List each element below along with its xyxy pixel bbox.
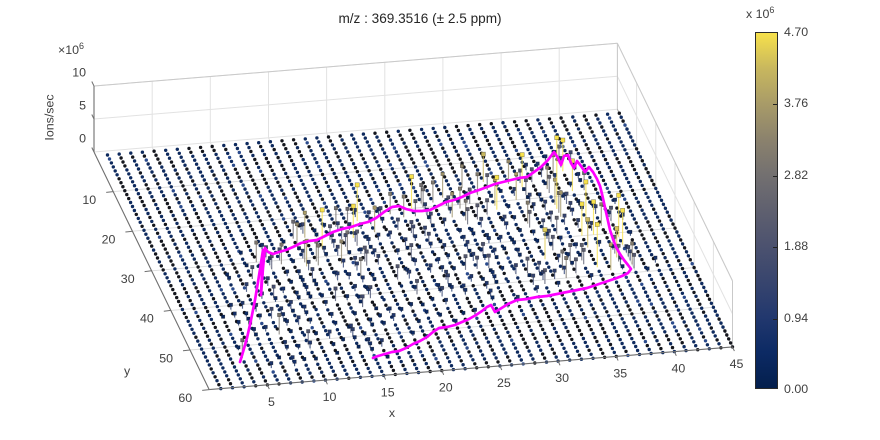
- colorbar-exponent-label: x 106: [746, 5, 775, 22]
- colorbar-tick-label: 2.82: [784, 167, 809, 182]
- svg-text:25: 25: [497, 376, 511, 390]
- svg-text:5: 5: [79, 98, 86, 112]
- colorbar-tick-label: 4.70: [784, 25, 809, 39]
- svg-text:50: 50: [159, 351, 173, 365]
- colorbar-tick-mark: [773, 318, 777, 320]
- colorbar-tick-mark: [773, 104, 777, 106]
- svg-text:10: 10: [323, 390, 337, 404]
- colorbar-tick-label: 1.88: [784, 239, 809, 254]
- svg-text:35: 35: [613, 366, 627, 380]
- svg-text:15: 15: [381, 385, 395, 399]
- svg-text:40: 40: [672, 362, 686, 376]
- y-axis-label: y: [124, 364, 131, 378]
- svg-text:60: 60: [178, 391, 192, 405]
- svg-text:30: 30: [121, 272, 135, 286]
- colorbar-tick-label: 3.76: [784, 96, 809, 111]
- axes-grid: [93, 42, 733, 391]
- svg-text:10: 10: [82, 193, 96, 207]
- colorbar-tick-mark: [773, 175, 777, 177]
- z-axis-label: Ions/sec: [42, 94, 57, 141]
- colorbar-tick-label: 0.94: [784, 310, 809, 325]
- tissue-boundary-trace: [238, 150, 633, 364]
- axis-lines-and-ticks: 5 10 15 20 25 30 35 40 45 10 20 30 40 50 60 0 5 10: [72, 65, 743, 409]
- svg-text:20: 20: [102, 233, 116, 247]
- stem-field-baseline-dots: [105, 111, 735, 391]
- colorbar-tick-label: 0.00: [784, 382, 809, 396]
- svg-text:30: 30: [555, 371, 569, 385]
- svg-text:40: 40: [140, 312, 154, 326]
- stem-field-stems: [221, 135, 658, 369]
- colorbar: [755, 32, 778, 389]
- x-axis-label: x: [388, 406, 396, 420]
- svg-text:5: 5: [268, 395, 275, 409]
- chart-title: m/z : 369.3516 (± 2.5 ppm): [338, 11, 502, 26]
- z-axis-exponent-label: ×106: [58, 41, 85, 58]
- colorbar-tick-mark: [773, 247, 777, 249]
- svg-text:20: 20: [439, 381, 453, 395]
- svg-text:10: 10: [72, 65, 86, 79]
- svg-text:45: 45: [730, 357, 744, 371]
- svg-text:0: 0: [79, 131, 86, 145]
